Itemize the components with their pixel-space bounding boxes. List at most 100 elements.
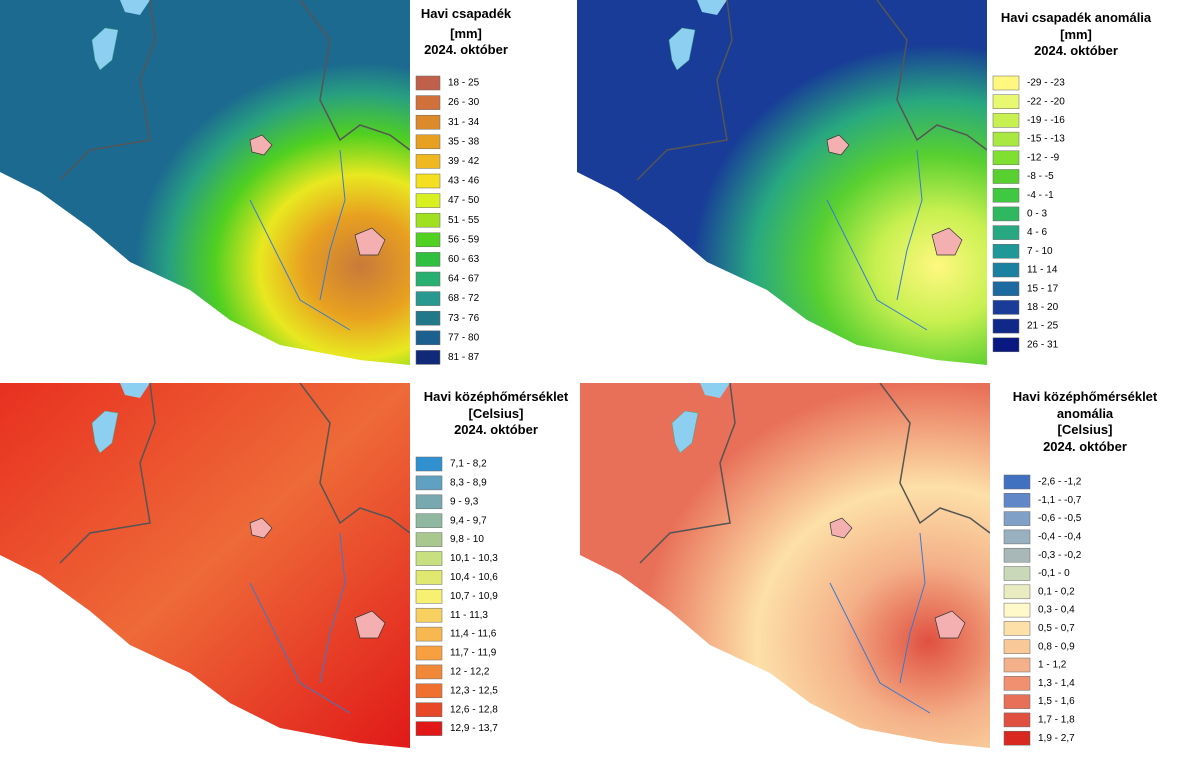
legend-label: 9,8 - 10 [450, 534, 484, 545]
legend-swatch [1003, 602, 1031, 618]
legend-swatch [415, 291, 441, 306]
legend-swatch [415, 683, 443, 699]
legend-swatch [415, 350, 441, 365]
legend-label: 9,4 - 9,7 [450, 515, 487, 526]
legend-label: 60 - 63 [448, 254, 480, 265]
legend-swatch [415, 173, 441, 189]
legend-title: Havi csapadék anomália [1001, 10, 1152, 25]
legend-swatch [415, 330, 441, 346]
legend-label: -8 - -5 [1027, 171, 1054, 182]
legend-label: 1,3 - 1,4 [1038, 678, 1075, 689]
legend-swatch [415, 570, 443, 585]
legend-swatch [992, 150, 1020, 166]
legend-swatch [415, 664, 443, 680]
legend-swatch [1003, 676, 1031, 691]
map-precipitation-anomaly [577, 0, 987, 365]
legend-label: 0,5 - 0,7 [1038, 623, 1075, 634]
legend-label: -1,1 - -0,7 [1038, 495, 1082, 506]
legend-label: 9 - 9,3 [450, 496, 479, 507]
legend-label: -2,6 - -1,2 [1038, 477, 1082, 488]
legend-label: 15 - 17 [1027, 283, 1059, 294]
legend-swatch [415, 232, 441, 248]
legend-title: 2024. október [424, 42, 508, 57]
legend-label: 51 - 55 [448, 215, 480, 226]
legend-label: -0,3 - -0,2 [1038, 550, 1082, 561]
legend-swatch [415, 252, 441, 267]
legend-label: -0,4 - -0,4 [1038, 532, 1082, 543]
legend-label: 0 - 3 [1027, 209, 1047, 220]
legend-swatch [415, 532, 443, 547]
legend-swatch [415, 607, 443, 623]
map-temperature-anomaly [580, 383, 990, 748]
legend-swatch [1003, 493, 1031, 508]
legend-label: 8,3 - 8,9 [450, 478, 487, 489]
legend-title: [Celsius] [1058, 422, 1113, 437]
legend-title: 2024. október [1034, 43, 1118, 58]
legend-label: 26 - 31 [1027, 339, 1059, 350]
legend-swatch [415, 494, 443, 510]
legend-swatch [992, 281, 1020, 296]
legend-swatch [415, 154, 441, 169]
legend-label: 12,3 - 12,5 [450, 685, 498, 696]
legend-swatch [415, 75, 441, 91]
legend-swatch [415, 551, 443, 566]
legend-label: 31 - 34 [448, 117, 480, 128]
legend-label: 1,7 - 1,8 [1038, 715, 1075, 726]
legend-title: anomália [1057, 406, 1114, 421]
legend-swatch [415, 475, 443, 491]
legend-swatch [992, 262, 1020, 278]
legend-label: 35 - 38 [448, 136, 480, 147]
legend-swatch [1003, 657, 1031, 673]
legend-label: 47 - 50 [448, 195, 480, 206]
legend-label: 12 - 12,2 [450, 667, 490, 678]
legend-label: 10,7 - 10,9 [450, 591, 498, 602]
legend-label: 0,1 - 0,2 [1038, 586, 1075, 597]
legend-swatch [992, 113, 1020, 128]
legend-label: 39 - 42 [448, 156, 480, 167]
legend-label: -4 - -1 [1027, 190, 1054, 201]
legend-swatch [992, 169, 1020, 184]
legend-swatch [415, 271, 441, 287]
legend-label: -15 - -13 [1027, 134, 1065, 145]
legend-swatch [415, 702, 443, 717]
legend-swatch [992, 187, 1020, 203]
legend-label: 10,4 - 10,6 [450, 572, 498, 583]
legend-label: 18 - 25 [448, 78, 480, 89]
legend-swatch [1003, 566, 1031, 581]
legend-label: 21 - 25 [1027, 321, 1059, 332]
legend-title: [Celsius] [469, 406, 524, 421]
legend-swatch [992, 75, 1020, 91]
legend-label: 1,5 - 1,6 [1038, 696, 1075, 707]
legend-swatch [1003, 730, 1031, 746]
legend-label: 26 - 30 [448, 97, 480, 108]
legend-swatch [992, 225, 1020, 240]
legend-label: -12 - -9 [1027, 152, 1060, 163]
legend-title: Havi középhőmérséklet [424, 389, 569, 404]
legend-label: -0,6 - -0,5 [1038, 513, 1082, 524]
legend-label: -22 - -20 [1027, 96, 1065, 107]
legend-label: 12,6 - 12,8 [450, 704, 498, 715]
legend-swatch [992, 337, 1020, 353]
legend-swatch [415, 645, 443, 661]
legend-swatch [415, 310, 441, 326]
legend-label: 77 - 80 [448, 332, 480, 343]
legend-title: [mm] [450, 26, 482, 41]
legend-label: 11 - 11,3 [450, 610, 488, 621]
legend-swatch [415, 456, 443, 472]
legend-swatch [1003, 529, 1031, 545]
legend-label: 0,3 - 0,4 [1038, 605, 1075, 616]
legend-label: 11 - 14 [1027, 265, 1058, 276]
legend-swatch [992, 206, 1020, 222]
legend-swatch [992, 94, 1020, 109]
legend-swatch [415, 721, 443, 736]
legend-swatch [1003, 694, 1031, 709]
legend-swatch [1003, 584, 1031, 600]
legend-label: -0,1 - 0 [1038, 568, 1070, 579]
legend-label: 43 - 46 [448, 176, 480, 187]
legend-label: 18 - 20 [1027, 302, 1059, 313]
legend-swatch [1003, 639, 1031, 654]
map-precipitation [0, 0, 410, 365]
legend-swatch [992, 300, 1020, 315]
